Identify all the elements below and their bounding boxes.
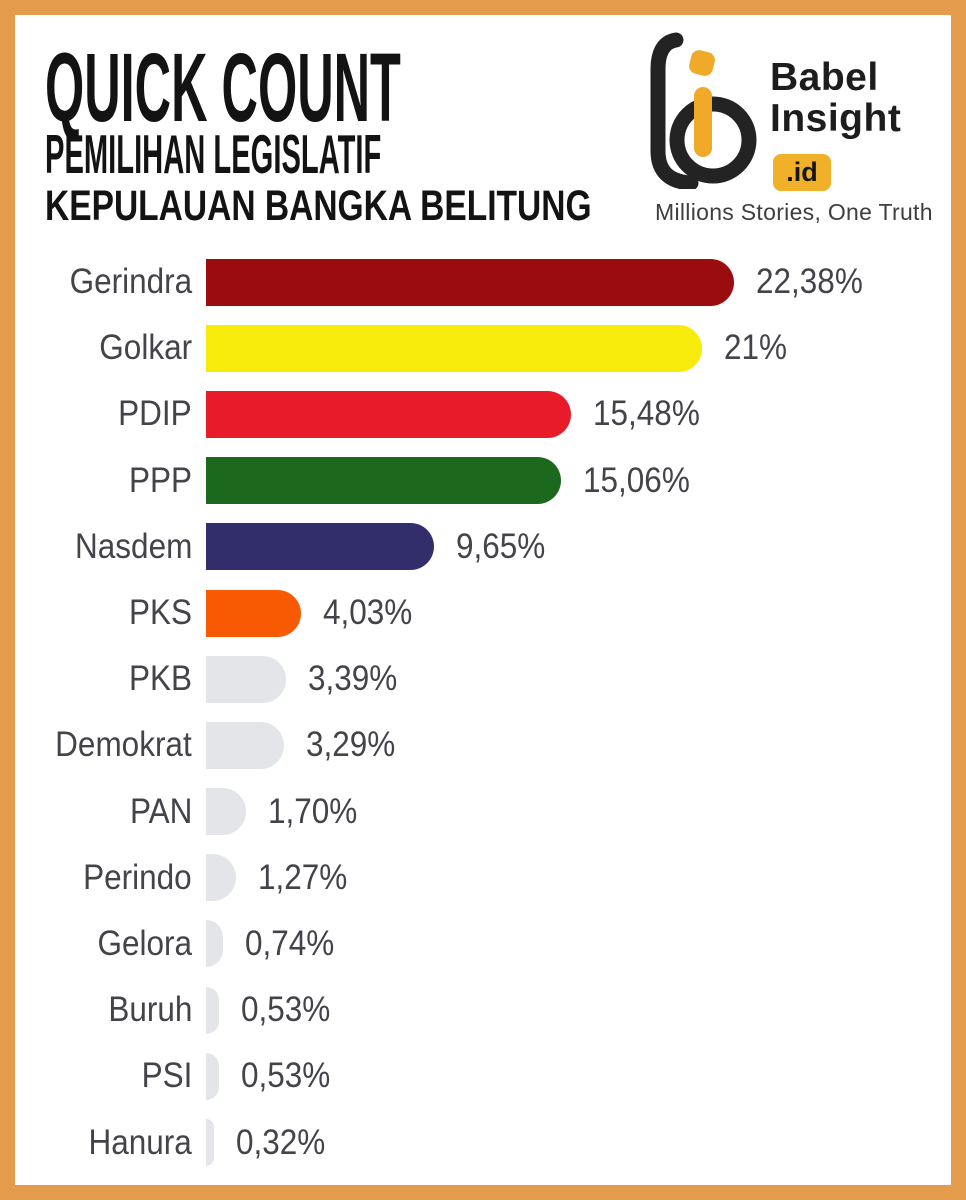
chart-row-demokrat: Demokrat 3,29%: [15, 712, 951, 778]
value-label: 15,06%: [583, 461, 702, 501]
title-region: KEPULAUAN BANGKA BELITUNG: [45, 182, 592, 230]
value-label: 9,65%: [456, 527, 555, 567]
party-label: PSI: [15, 1056, 192, 1096]
party-label: Buruh: [15, 990, 192, 1030]
babel-insight-logo-icon: [650, 32, 757, 189]
value-label: 0,53%: [241, 1056, 340, 1096]
value-label: 21%: [724, 328, 794, 368]
value-label: 3,29%: [306, 725, 405, 765]
party-label-text: Golkar: [99, 328, 192, 368]
value-label: 0,74%: [245, 924, 344, 964]
value-label-text: 3,39%: [308, 659, 398, 699]
chart-row-pan: PAN 1,70%: [15, 779, 951, 845]
value-label: 1,27%: [258, 858, 357, 898]
value-label: 4,03%: [323, 593, 422, 633]
chart-row-pdip: PDIP 15,48%: [15, 381, 951, 447]
party-label-text: Demokrat: [55, 725, 192, 765]
value-label-text: 15,06%: [583, 460, 691, 500]
chart-row-golkar: Golkar 21%: [15, 315, 951, 381]
bar-demokrat: [206, 721, 284, 769]
party-label-text: PDIP: [118, 394, 192, 434]
party-label: Hanura: [15, 1123, 192, 1163]
party-label: Gerindra: [15, 262, 192, 302]
title-main: QUICK COUNT: [45, 33, 401, 142]
party-label: Golkar: [15, 328, 192, 368]
value-label: 0,53%: [241, 990, 340, 1030]
bar-buruh: [206, 986, 219, 1034]
value-label-text: 0,32%: [235, 1122, 325, 1162]
party-label-text: Perindo: [83, 857, 192, 897]
bar-ppp: [206, 457, 562, 505]
chart-row-gelora: Gelora 0,74%: [15, 911, 951, 977]
value-label: 22,38%: [756, 262, 875, 302]
value-label-text: 3,29%: [305, 725, 395, 765]
chart-row-pks: PKS 4,03%: [15, 580, 951, 646]
chart-row-nasdem: Nasdem 9,65%: [15, 514, 951, 580]
bar-gelora: [206, 920, 224, 968]
bar-gerindra: [206, 258, 735, 306]
value-label-text: 9,65%: [455, 526, 546, 566]
party-label-text: Buruh: [107, 990, 192, 1030]
brand-domain-badge: .id: [773, 154, 831, 191]
party-label-text: PAN: [129, 791, 192, 831]
value-label-text: 0,53%: [240, 990, 330, 1030]
chart-row-hanura: Hanura 0,32%: [15, 1109, 951, 1175]
party-label: Nasdem: [15, 527, 192, 567]
party-label-text: Gelora: [97, 923, 192, 963]
bar-psi: [206, 1052, 219, 1100]
bar-perindo: [206, 854, 236, 902]
party-label-text: Gerindra: [69, 262, 192, 302]
chart-row-pkb: PKB 3,39%: [15, 646, 951, 712]
title-sub: PEMILIHAN LEGISLATIF: [45, 123, 382, 185]
bar-hanura: [206, 1119, 214, 1167]
party-label: PKS: [15, 593, 192, 633]
brand-tagline: Millions Stories, One Truth: [655, 199, 933, 225]
brand-name: Babel Insight: [770, 57, 901, 139]
bar-pan: [206, 788, 247, 836]
bar-pks: [206, 589, 302, 637]
value-label-text: 0,53%: [240, 1056, 330, 1096]
value-label: 3,39%: [308, 659, 407, 699]
bar-pkb: [206, 655, 286, 703]
party-label: PPP: [15, 461, 192, 501]
value-label-text: 15,48%: [593, 394, 701, 434]
party-label: PKB: [15, 659, 192, 699]
party-label-text: PSI: [141, 1056, 192, 1096]
bar-golkar: [206, 324, 702, 372]
chart-row-psi: PSI 0,53%: [15, 1043, 951, 1109]
party-label-text: PPP: [128, 460, 192, 500]
chart-row-ppp: PPP 15,06%: [15, 448, 951, 514]
value-label-text: 1,27%: [257, 857, 348, 897]
bar-chart: Gerindra 22,38% Golkar 21% PDIP 15,48% P…: [15, 249, 951, 1176]
party-label-text: PKS: [128, 593, 192, 633]
brand-name-line1: Babel: [770, 56, 879, 99]
bar-pdip: [206, 390, 572, 438]
party-label: Gelora: [15, 924, 192, 964]
chart-row-perindo: Perindo 1,27%: [15, 845, 951, 911]
value-label-text: 1,70%: [268, 791, 358, 831]
value-label: 0,32%: [236, 1123, 335, 1163]
value-label: 1,70%: [268, 792, 367, 832]
party-label: Perindo: [15, 858, 192, 898]
value-label-text: 22,38%: [756, 262, 864, 302]
value-label-text: 21%: [723, 328, 787, 368]
brand-domain-text: .id: [786, 157, 818, 187]
chart-row-buruh: Buruh 0,53%: [15, 977, 951, 1043]
party-label-text: Nasdem: [74, 526, 192, 566]
party-label-text: PKB: [128, 659, 192, 699]
bar-nasdem: [206, 523, 434, 571]
value-label-text: 0,74%: [245, 923, 335, 963]
party-label: Demokrat: [15, 725, 192, 765]
brand-name-line2: Insight: [770, 97, 902, 140]
party-label: PAN: [15, 792, 192, 832]
party-label: PDIP: [15, 394, 192, 434]
chart-row-gerindra: Gerindra 22,38%: [15, 249, 951, 315]
value-label: 15,48%: [593, 394, 712, 434]
value-label-text: 4,03%: [323, 593, 413, 633]
party-label-text: Hanura: [88, 1122, 192, 1162]
